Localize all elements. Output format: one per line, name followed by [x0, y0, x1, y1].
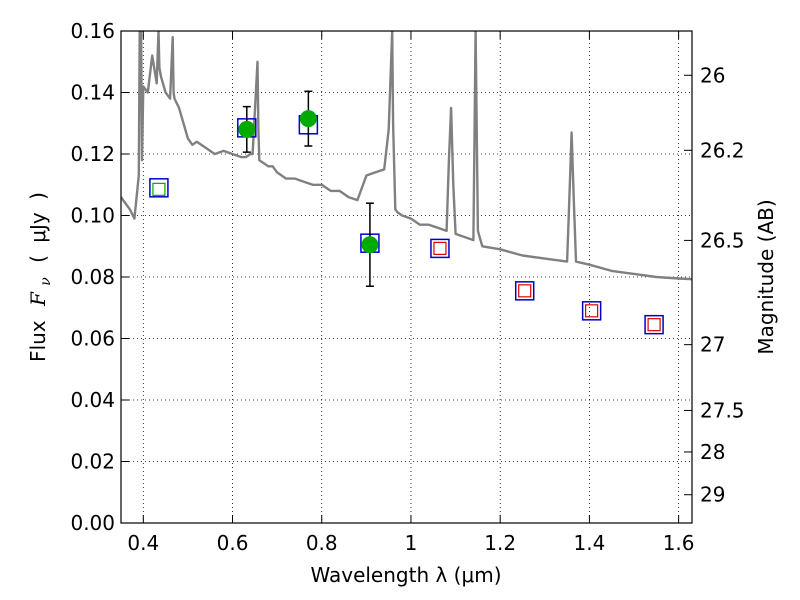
model-flux-box — [514, 281, 535, 301]
y2-tick-label: 26.5 — [700, 228, 745, 252]
band-flux-box — [433, 241, 447, 256]
axis-ticks: 0.4 0.6 0.8 1 1.2 1.4 1.6 0.00 0.02 0.04 0.06 0.08 0… — [70, 19, 744, 555]
y2-tick-label: 26.2 — [700, 138, 745, 162]
model-flux-box — [644, 314, 664, 335]
model-flux-box — [149, 178, 169, 198]
plot-frame — [120, 30, 693, 524]
model-spectrum-line — [121, 31, 692, 281]
y-tick-label: 0.00 — [70, 511, 115, 535]
data-markers — [149, 90, 664, 335]
y2-tick-label: 26 — [700, 63, 725, 87]
y-tick-label: 0.12 — [70, 142, 115, 166]
grid — [121, 30, 692, 524]
y-axis-label-unit: μJy — [26, 212, 50, 243]
band-flux-box — [585, 304, 599, 318]
y-tick-label: 0.16 — [70, 19, 115, 43]
y-tick-label: 0.04 — [70, 388, 115, 412]
y2-tick-label: 27 — [700, 333, 725, 357]
y2-axis-label: Magnitude (AB) — [754, 199, 778, 354]
x-tick-label: 1 — [405, 531, 418, 555]
x-tick-label: 1.6 — [663, 531, 695, 555]
model-flux-box — [581, 301, 602, 321]
band-flux-box — [518, 284, 532, 298]
x-tick-label: 0.8 — [306, 531, 338, 555]
y-axis-label-open: ( — [26, 255, 50, 263]
y2-tick-label: 27.5 — [700, 398, 745, 422]
x-tick-label: 0.4 — [127, 531, 159, 555]
band-flux-box — [647, 318, 661, 332]
y-axis-label-sub: ν — [38, 277, 54, 286]
y2-tick-label: 28 — [700, 440, 725, 464]
model-flux-box — [430, 238, 450, 259]
y-tick-label: 0.06 — [70, 327, 115, 351]
y-tick-label: 0.10 — [70, 204, 115, 228]
y-axis-label: Flux F ν ( μJy ) — [26, 192, 55, 362]
y2-tick-label: 29 — [700, 483, 725, 507]
band-flux-box — [152, 182, 166, 196]
observed-flux-point — [299, 110, 317, 128]
x-tick-label: 1.4 — [573, 531, 605, 555]
observed-flux-point — [238, 120, 256, 138]
y-tick-label: 0.02 — [70, 450, 115, 474]
y-axis-label-close: ) — [26, 192, 50, 200]
x-tick-label: 0.6 — [217, 531, 249, 555]
model-spectrum — [121, 31, 692, 281]
y-axis-label-flux: Flux — [26, 320, 50, 362]
y-tick-label: 0.14 — [70, 81, 115, 105]
y-tick-label: 0.08 — [70, 265, 115, 289]
x-tick-label: 1.2 — [484, 531, 516, 555]
x-axis-label: Wavelength λ (μm) — [310, 563, 501, 587]
y-axis-label-symbol: F — [26, 291, 50, 307]
observed-flux-point — [361, 236, 379, 254]
